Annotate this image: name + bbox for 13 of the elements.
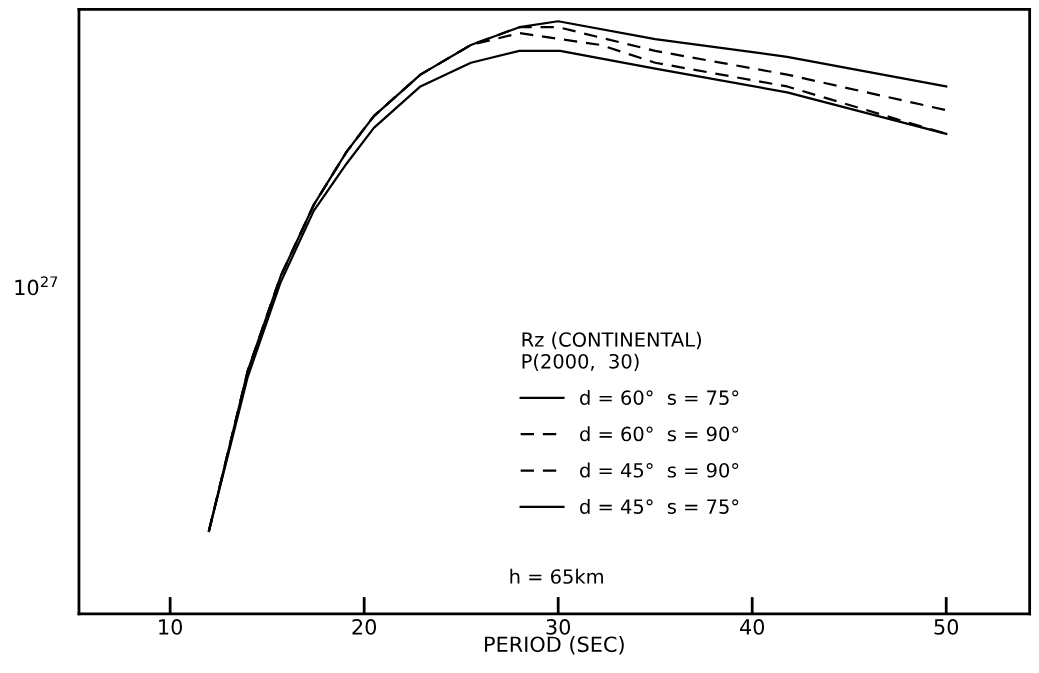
legend-title: Rz (CONTINENTAL) P(2000, 30) <box>522 331 701 371</box>
y-axis-title: 10$^{27}$ <box>15 276 58 296</box>
x-axis-title: PERIOD (SEC) <box>485 636 624 655</box>
annotation: h = 65km <box>510 568 603 584</box>
legend-label: d = 45° s = 75° <box>580 498 739 514</box>
x-tick-label: 30 <box>546 619 571 635</box>
x-tick-label: 10 <box>159 619 183 635</box>
legend-label: d = 45° s = 90° <box>580 462 739 478</box>
x-tick-label: 40 <box>739 619 765 635</box>
legend-label: d = 60° s = 90° <box>580 426 739 442</box>
legend-label: d = 60° s = 75° <box>580 389 739 405</box>
x-tick-label: 50 <box>934 619 959 635</box>
x-tick-label: 20 <box>352 619 377 635</box>
